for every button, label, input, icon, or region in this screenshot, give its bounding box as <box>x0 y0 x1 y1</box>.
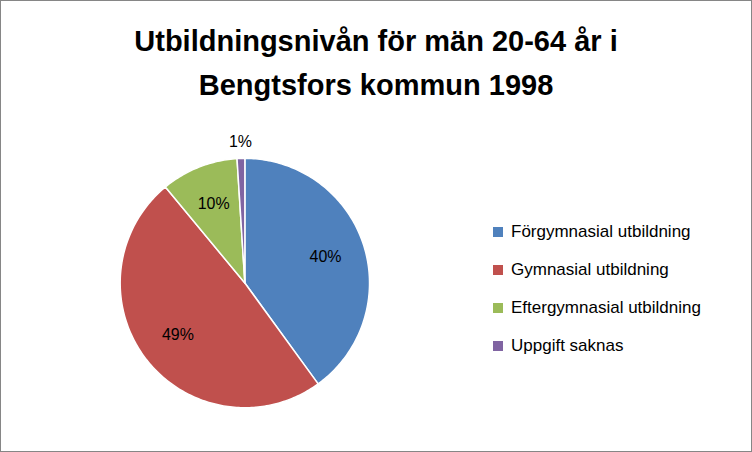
html-text:Eftergymnasial utbildning: Eftergymnasial utbildning <box>511 298 701 317</box>
html-text:Gymnasial utbildning: Gymnasial utbildning <box>511 260 669 279</box>
html-text:Utbildningsnivån för män 20-64: Utbildningsnivån för män 20-64 år i Beng… <box>134 25 618 101</box>
html-text:Uppgift saknas: Uppgift saknas <box>511 336 624 355</box>
svg-text:1%: 1% <box>229 133 252 150</box>
svg-text:40%: 40% <box>310 248 342 265</box>
svg-text:49%: 49% <box>162 326 194 343</box>
html-text:Förgymnasial utbildning: Förgymnasial utbildning <box>511 222 691 241</box>
svg-text:10%: 10% <box>198 195 230 212</box>
